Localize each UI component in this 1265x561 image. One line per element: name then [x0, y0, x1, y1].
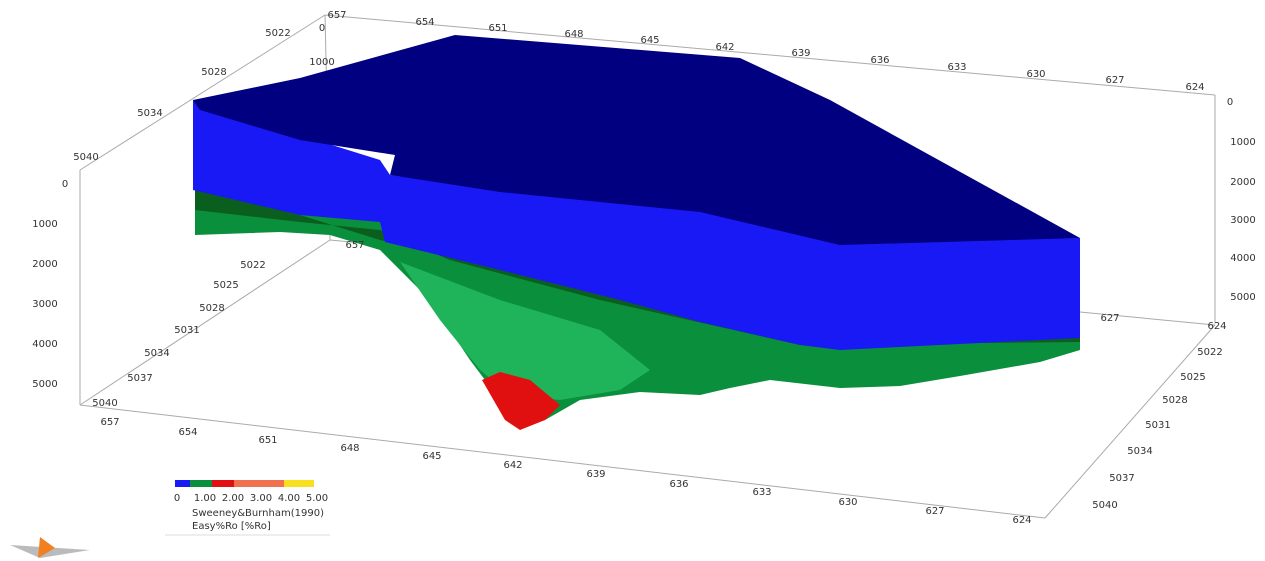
- legend-source: Sweeney&Burnham(1990): [192, 508, 324, 519]
- tick-label: 0: [319, 23, 325, 34]
- tick-label: 657: [327, 10, 346, 21]
- model-body: [193, 35, 1080, 430]
- tick-label: 5022: [265, 28, 290, 39]
- tick-label: 633: [947, 62, 966, 73]
- tick-label: 5040: [73, 152, 98, 163]
- tick-label: 648: [340, 443, 359, 454]
- tick-label: 642: [503, 460, 522, 471]
- tick-label: 5028: [1162, 395, 1187, 406]
- tick-label: 657: [345, 240, 364, 251]
- tick-label: 5022: [240, 260, 265, 271]
- tick-label: 0: [62, 179, 68, 190]
- tick-label: 5034: [144, 348, 169, 359]
- tick-label: 633: [752, 487, 771, 498]
- tick-label: 5037: [127, 373, 152, 384]
- tick-label: 657: [100, 417, 119, 428]
- tick-label: 3000: [1230, 215, 1255, 226]
- tick-label: 5031: [1145, 420, 1170, 431]
- tick-label: 645: [640, 35, 659, 46]
- tick-label: 5031: [174, 325, 199, 336]
- tick-label: 624: [1207, 321, 1226, 332]
- tick-label: 627: [925, 506, 944, 517]
- axis-frame: [79, 14, 1216, 519]
- tick-label: 5040: [1092, 500, 1117, 511]
- orientation-icon: [10, 537, 90, 558]
- tick-label: 651: [488, 23, 507, 34]
- tick-label: 624: [1012, 515, 1031, 526]
- tick-label: 5022: [1197, 347, 1222, 358]
- tick-label: 5040: [92, 398, 117, 409]
- tick-label: 1000: [309, 57, 334, 68]
- top-surface: [193, 35, 1080, 245]
- tick-label: 5025: [1180, 372, 1205, 383]
- tick-label: 2000: [32, 259, 57, 270]
- tick-label: 0: [1227, 97, 1233, 108]
- legend-tick: 2.00: [222, 493, 244, 504]
- tick-label: 639: [586, 469, 605, 480]
- tick-label: 627: [1100, 313, 1119, 324]
- tick-label: 645: [422, 451, 441, 462]
- tick-label: 630: [838, 497, 857, 508]
- legend-tick: 1.00: [194, 493, 216, 504]
- tick-label: 5028: [201, 67, 226, 78]
- tick-label: 5028: [199, 303, 224, 314]
- tick-label: 636: [870, 55, 889, 66]
- front-face: [193, 100, 1080, 350]
- tick-label: 5034: [1127, 446, 1152, 457]
- tick-label: 654: [415, 17, 434, 28]
- tick-label: 630: [1026, 69, 1045, 80]
- tick-label: 5034: [137, 108, 162, 119]
- tick-label: 636: [669, 479, 688, 490]
- tick-label: 1000: [1230, 137, 1255, 148]
- tick-label: 648: [564, 29, 583, 40]
- mid-layer: [400, 262, 650, 400]
- tick-label: 639: [791, 48, 810, 59]
- tick-label: 651: [258, 435, 277, 446]
- legend-tick: 5.00: [306, 493, 328, 504]
- tick-label: 642: [715, 42, 734, 53]
- tick-label: 4000: [1230, 253, 1255, 264]
- tick-label: 5025: [213, 280, 238, 291]
- tick-label: 5037: [1109, 473, 1134, 484]
- tick-label: 2000: [1230, 177, 1255, 188]
- legend: [165, 480, 330, 536]
- tick-label: 5000: [32, 379, 57, 390]
- mature-zone: [482, 372, 560, 430]
- legend-unit: Easy%Ro [%Ro]: [192, 521, 271, 532]
- legend-tick: 4.00: [278, 493, 300, 504]
- tick-label: 4000: [32, 339, 57, 350]
- legend-tick: 0: [174, 493, 180, 504]
- tick-label: 1000: [32, 219, 57, 230]
- tick-label: 3000: [32, 299, 57, 310]
- tick-label: 624: [1185, 82, 1204, 93]
- tick-label: 654: [178, 427, 197, 438]
- tick-label: 627: [1105, 75, 1124, 86]
- legend-tick: 3.00: [250, 493, 272, 504]
- tick-label: 5000: [1230, 292, 1255, 303]
